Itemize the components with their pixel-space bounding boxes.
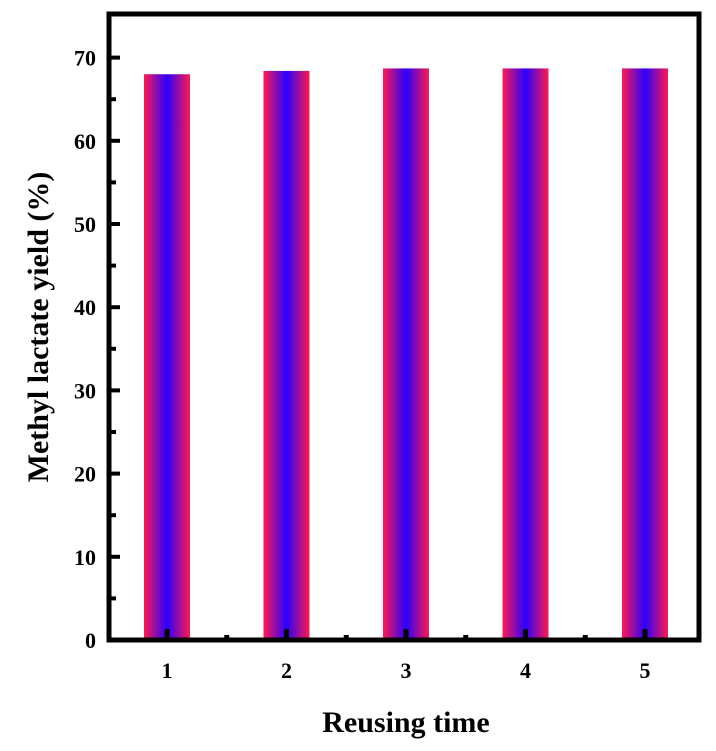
bar-3 (383, 68, 429, 640)
bar-5 (622, 68, 668, 640)
bars-group (144, 68, 668, 641)
y-axis-title: Methyl lactate yield (%) (22, 172, 55, 483)
y-tick-label: 40 (74, 295, 96, 320)
y-tick-label: 10 (74, 545, 96, 570)
x-tick-label: 2 (281, 658, 292, 683)
y-ticks: 0 10 20 30 40 50 60 70 (74, 46, 120, 653)
x-tick-label: 1 (162, 658, 173, 683)
y-tick-label: 50 (74, 212, 96, 237)
y-tick-label: 70 (74, 46, 96, 71)
bar-1 (144, 74, 190, 641)
x-ticks: 1 2 3 4 5 (162, 629, 651, 683)
x-tick-label: 4 (520, 658, 531, 683)
y-tick-label: 20 (74, 462, 96, 487)
y-tick-label: 60 (74, 129, 96, 154)
x-axis-title: Reusing time (322, 706, 490, 739)
x-tick-label: 5 (640, 658, 651, 683)
plot-frame (106, 11, 702, 643)
y-tick-label: 0 (85, 628, 96, 653)
y-tick-label: 30 (74, 378, 96, 403)
x-tick-label: 3 (401, 658, 412, 683)
bar-2 (263, 70, 310, 641)
bar-4 (502, 68, 549, 640)
